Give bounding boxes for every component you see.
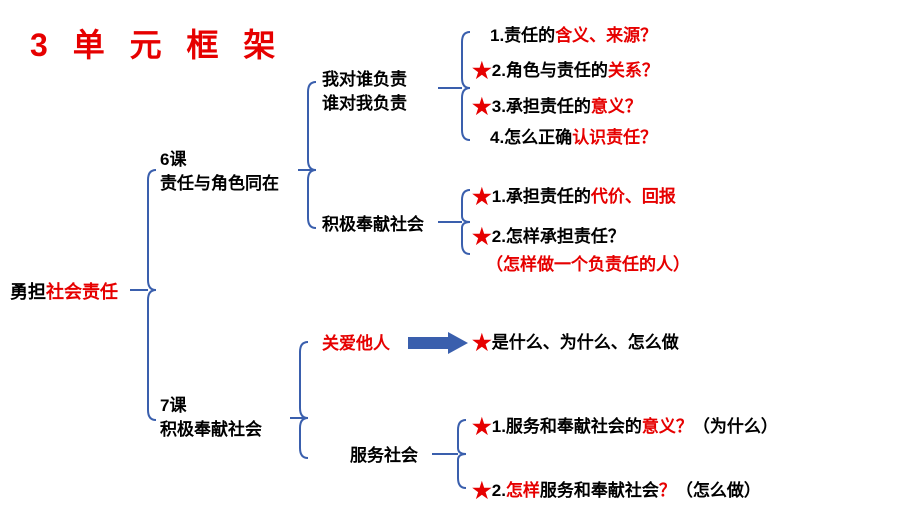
sub6b: 积极奉献社会 [322,213,424,237]
lesson6: 6课 责任与角色同在 [160,148,279,196]
q3-red: 意义？ [591,97,642,116]
q9-prefix: 2. [492,481,506,500]
q3: ★3.承担责任的意义？ [472,92,642,123]
star-icon: ★ [472,222,492,253]
brackets [0,0,920,518]
q5: ★1.承担责任的代价、回报 [472,182,676,213]
q2-prefix: 2.角色与责任的 [492,61,608,80]
star-icon: ★ [472,328,492,359]
q6-prefix: 2.怎样承担责任？ [492,227,625,246]
lesson6-l2: 责任与角色同在 [160,172,279,196]
sub6a: 我对谁负责 谁对我负责 [322,68,407,116]
q9: ★2.怎样服务和奉献社会？（怎么做） [472,476,761,507]
q1-prefix: 1.责任的 [490,26,555,45]
q2: ★2.角色与责任的关系？ [472,56,659,87]
star-icon: ★ [472,182,492,213]
q8-suffix: （为什么） [693,417,778,436]
q3-prefix: 3.承担责任的 [492,97,591,116]
lesson7: 7课 积极奉献社会 [160,394,262,442]
star-icon: ★ [472,56,492,87]
q9-mid: 服务和奉献社会 [540,481,659,500]
root-node: 勇担社会责任 [10,280,118,305]
sub6a-l1: 我对谁负责 [322,68,407,92]
page-title: 3 单 元 框 架 [30,20,283,66]
q6: ★2.怎样承担责任？ （怎样做一个负责任的人） [472,222,690,277]
q8-prefix: 1.服务和奉献社会的 [492,417,642,436]
q6-sub: （怎样做一个负责任的人） [486,253,690,277]
q7: ★是什么、为什么、怎么做 [472,328,679,359]
star-icon: ★ [472,476,492,507]
sub7b: 服务社会 [350,444,418,468]
q4-prefix: 4.怎么正确 [490,128,572,147]
arrow-icon [408,332,468,354]
q4-red: 认识责任？ [572,128,657,147]
q4: 4.怎么正确认识责任？ [490,126,657,150]
q2-red: 关系？ [608,61,659,80]
q8-red: 意义？ [642,417,693,436]
root-red: 社会责任 [46,282,118,302]
q1-red: 含义、来源？ [555,26,657,45]
lesson6-l1: 6课 [160,148,279,172]
q1: 1.责任的含义、来源？ [490,24,657,48]
root-black: 勇担 [10,282,46,302]
q9-redend: ？ [659,481,676,500]
star-icon: ★ [472,92,492,123]
q7-prefix: 是什么、为什么、怎么做 [492,333,679,352]
sub6a-l2: 谁对我负责 [322,92,407,116]
q8: ★1.服务和奉献社会的意义？（为什么） [472,412,778,443]
lesson7-l1: 7课 [160,394,262,418]
q5-red: 代价、回报 [591,187,676,206]
q9-red: 怎样 [506,481,540,500]
star-icon: ★ [472,412,492,443]
q9-suffix: （怎么做） [676,481,761,500]
sub7a: 关爱他人 [322,332,390,356]
lesson7-l2: 积极奉献社会 [160,418,262,442]
q5-prefix: 1.承担责任的 [492,187,591,206]
